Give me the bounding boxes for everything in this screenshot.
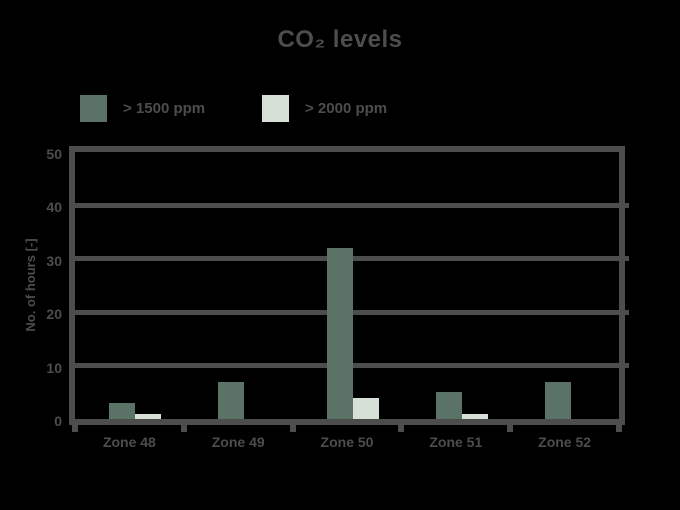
legend-item-gt1500: > 1500 ppm <box>80 95 205 122</box>
legend-color-swatch <box>262 95 289 122</box>
bar <box>353 397 379 419</box>
x-axis-tick <box>507 425 514 432</box>
x-axis-tick <box>398 425 405 432</box>
x-axis-category-label: Zone 51 <box>429 434 483 450</box>
bar <box>327 248 353 419</box>
x-axis-category-label: Zone 52 <box>538 434 592 450</box>
x-axis-tick <box>289 425 296 432</box>
y-axis-tick-label: 10 <box>46 359 62 376</box>
legend-label: > 1500 ppm <box>123 100 206 117</box>
y-axis-tick-label: 20 <box>46 306 62 323</box>
legend-label: > 2000 ppm <box>305 100 388 117</box>
y-axis-tick-label: 0 <box>54 413 62 429</box>
gridline <box>75 202 629 208</box>
bar <box>461 413 488 419</box>
chart-title: CO₂ levels <box>277 26 403 53</box>
bar <box>544 381 571 419</box>
x-axis-category-label: Zone 49 <box>211 434 265 450</box>
legend-item-gt2000: > 2000 ppm <box>262 95 387 122</box>
bar <box>218 381 245 419</box>
bar <box>135 413 162 419</box>
y-axis-title: No. of hours [-] <box>23 238 38 332</box>
y-axis-tick-label: 50 <box>46 146 62 162</box>
bar <box>109 402 136 419</box>
x-axis-tick <box>180 425 187 432</box>
y-axis-tick-label: 30 <box>46 252 62 269</box>
bar <box>435 392 462 419</box>
y-axis-tick-label: 40 <box>46 199 62 216</box>
x-axis-tick <box>616 425 622 432</box>
x-axis-category-label: Zone 50 <box>320 434 374 450</box>
x-axis-tick <box>72 425 78 432</box>
legend-color-swatch <box>80 95 107 122</box>
plot-area <box>69 146 629 432</box>
x-axis-category-label: Zone 48 <box>102 434 156 450</box>
